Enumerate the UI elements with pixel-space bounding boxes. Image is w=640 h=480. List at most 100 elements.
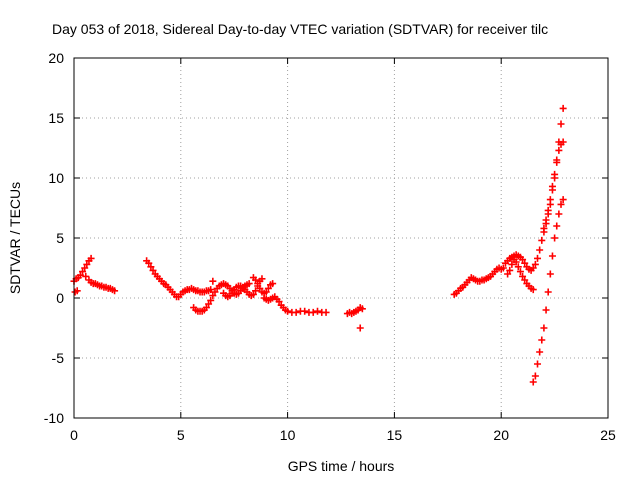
data-point bbox=[540, 324, 548, 332]
data-point bbox=[83, 260, 91, 268]
data-point bbox=[111, 287, 119, 295]
x-tick-label: 0 bbox=[70, 427, 78, 443]
data-point bbox=[254, 280, 262, 288]
data-point bbox=[249, 290, 257, 298]
data-point bbox=[557, 120, 565, 128]
y-tick-label: -10 bbox=[44, 410, 64, 426]
data-point bbox=[512, 258, 520, 266]
data-point bbox=[76, 271, 84, 279]
data-point bbox=[292, 308, 300, 316]
data-point bbox=[211, 288, 219, 296]
data-point bbox=[79, 268, 87, 276]
y-tick-label: 10 bbox=[48, 170, 64, 186]
data-point bbox=[531, 372, 539, 380]
data-point bbox=[275, 298, 283, 306]
series-segment-3 bbox=[343, 304, 366, 332]
data-point bbox=[207, 286, 215, 294]
data-point bbox=[516, 268, 524, 276]
data-point bbox=[508, 260, 516, 268]
data-point bbox=[309, 308, 317, 316]
data-point bbox=[553, 158, 561, 166]
data-point bbox=[529, 378, 537, 386]
data-point bbox=[506, 266, 514, 274]
x-tick-label: 20 bbox=[493, 427, 509, 443]
y-tick-label: 5 bbox=[56, 230, 64, 246]
y-tick-label: 15 bbox=[48, 110, 64, 126]
data-point bbox=[553, 222, 561, 230]
data-point bbox=[301, 307, 309, 315]
data-point bbox=[555, 146, 563, 154]
data-point bbox=[82, 272, 90, 280]
x-tick-label: 10 bbox=[280, 427, 296, 443]
data-point bbox=[538, 236, 546, 244]
series-segment-2 bbox=[143, 257, 330, 316]
data-point bbox=[256, 284, 264, 292]
data-point bbox=[252, 276, 260, 284]
data-point bbox=[538, 336, 546, 344]
data-point bbox=[264, 284, 272, 292]
data-point bbox=[548, 252, 556, 260]
data-point bbox=[358, 305, 366, 313]
y-tick-label: 20 bbox=[48, 50, 64, 66]
data-point bbox=[73, 287, 81, 295]
data-point bbox=[529, 286, 537, 294]
data-point bbox=[314, 307, 322, 315]
data-point bbox=[207, 296, 215, 304]
data-point bbox=[262, 288, 270, 296]
data-point bbox=[145, 259, 153, 267]
data-point bbox=[209, 292, 217, 300]
x-tick-labels: 0 5 10 15 20 25 bbox=[70, 427, 616, 443]
data-point bbox=[559, 104, 567, 112]
data-point bbox=[356, 324, 364, 332]
data-point bbox=[531, 260, 539, 268]
y-tick-labels: -10 -5 0 5 10 15 20 bbox=[44, 50, 64, 426]
series-segment-4 bbox=[450, 104, 567, 386]
data-point bbox=[147, 263, 155, 271]
x-axis-title: GPS time / hours bbox=[288, 458, 395, 474]
data-point bbox=[559, 196, 567, 204]
y-axis-title: SDTVAR / TECUs bbox=[7, 182, 23, 294]
data-points bbox=[70, 104, 567, 386]
data-point bbox=[504, 270, 512, 278]
data-point bbox=[544, 288, 552, 296]
data-point bbox=[521, 276, 529, 284]
data-point bbox=[551, 170, 559, 178]
data-point bbox=[87, 254, 95, 262]
data-point bbox=[534, 254, 542, 262]
data-point bbox=[149, 266, 157, 274]
data-point bbox=[209, 277, 217, 285]
data-point bbox=[536, 246, 544, 254]
series-segment-1 bbox=[70, 254, 119, 296]
data-point bbox=[521, 259, 529, 267]
data-point bbox=[284, 307, 292, 315]
data-point bbox=[555, 210, 563, 218]
data-point bbox=[540, 224, 548, 232]
x-tick-label: 25 bbox=[600, 427, 616, 443]
y-tick-label: -5 bbox=[52, 350, 65, 366]
data-point bbox=[269, 280, 277, 288]
x-tick-label: 5 bbox=[177, 427, 185, 443]
plot-frame bbox=[73, 57, 609, 419]
data-point bbox=[544, 206, 552, 214]
data-point bbox=[322, 308, 330, 316]
data-point bbox=[519, 256, 527, 264]
data-point bbox=[514, 263, 522, 271]
data-point bbox=[258, 275, 266, 283]
y-tick-label: 0 bbox=[56, 290, 64, 306]
data-point bbox=[252, 287, 260, 295]
data-point bbox=[81, 264, 89, 272]
grid-layer bbox=[73, 57, 609, 419]
x-tick-label: 15 bbox=[387, 427, 403, 443]
data-point bbox=[559, 138, 567, 146]
data-point bbox=[499, 264, 507, 272]
data-point bbox=[551, 234, 559, 242]
data-point bbox=[245, 280, 253, 288]
data-point bbox=[546, 270, 554, 278]
data-point bbox=[542, 216, 550, 224]
data-point bbox=[536, 348, 544, 356]
data-point bbox=[529, 264, 537, 272]
data-point bbox=[557, 200, 565, 208]
data-point bbox=[534, 360, 542, 368]
data-point bbox=[202, 304, 210, 312]
